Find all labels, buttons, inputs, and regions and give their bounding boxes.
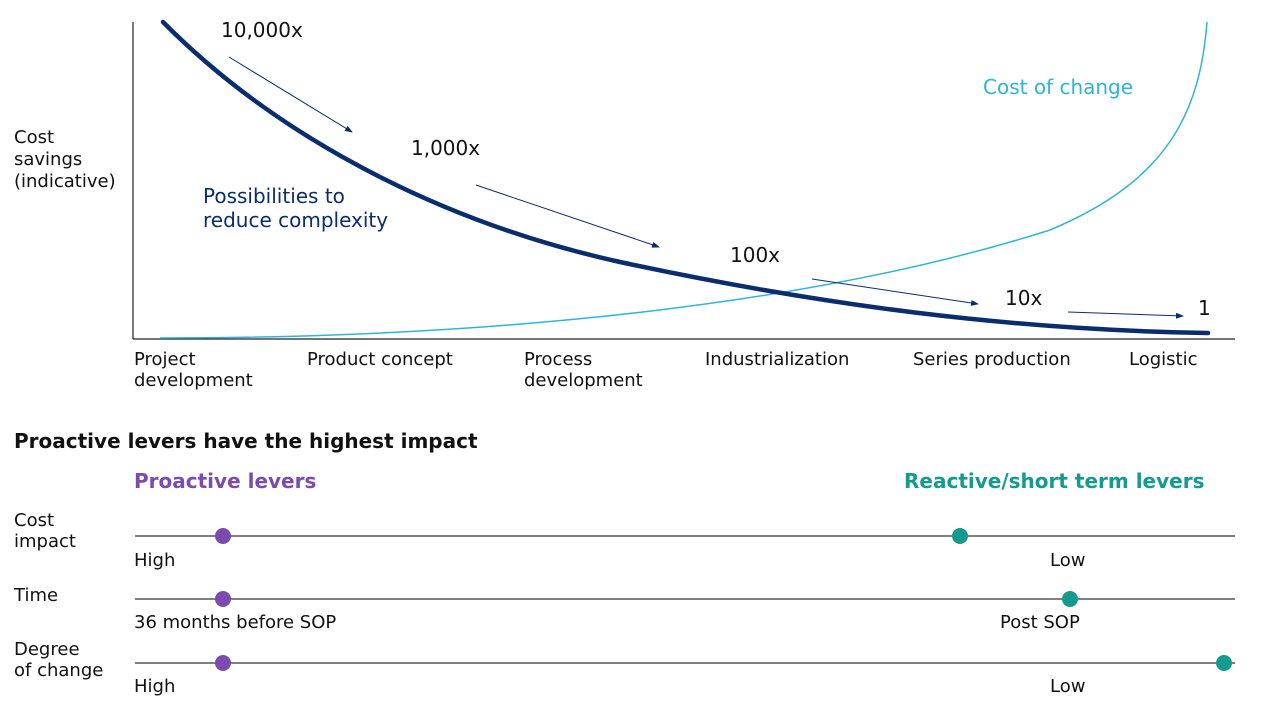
section-title: Proactive levers have the highest impact [14,430,478,452]
row-label-cost-impact: Cost impact [14,510,76,552]
multiplier-label: 1,000x [411,137,480,159]
proactive-dot-time [215,591,231,607]
arrow-4 [1068,312,1183,316]
multiplier-label: 1 [1198,297,1211,319]
series-label-cost-of-change: Cost of change [983,76,1133,98]
multiplier-label: 10,000x [221,19,303,41]
possibilities-curve [163,22,1208,333]
time-right-label: Post SOP [1000,612,1080,634]
cost-of-change-curve [160,22,1207,338]
row-label-time: Time [14,585,58,606]
reactive-dot-cost [952,528,968,544]
category-label: Logistic [1129,349,1197,370]
proactive-dot-cost [215,528,231,544]
y-axis-label: Cost savings (indicative) [14,127,116,193]
degree-left-label: High [134,676,175,698]
time-left-label: 36 months before SOP [134,612,336,634]
category-label: Industrialization [705,349,849,370]
category-label: Series production [913,349,1071,370]
series-label-possibilities: Possibilities to reduce complexity [203,184,388,232]
cost-impact-left-label: High [134,550,175,572]
reactive-dot-degree [1216,655,1232,671]
cost-impact-right-label: Low [1050,550,1085,572]
category-label: Process development [524,349,643,391]
category-label: Product concept [307,349,453,370]
row-label-degree-of-change: Degree of change [14,639,103,681]
proactive-dot-degree [215,655,231,671]
reactive-levers-heading: Reactive/short term levers [904,470,1205,492]
arrow-2 [476,185,659,247]
multiplier-label: 10x [1005,287,1042,309]
reactive-dot-time [1062,591,1078,607]
multiplier-label: 100x [730,244,780,266]
degree-right-label: Low [1050,676,1085,698]
category-label: Project development [134,349,253,391]
proactive-levers-heading: Proactive levers [134,470,316,492]
